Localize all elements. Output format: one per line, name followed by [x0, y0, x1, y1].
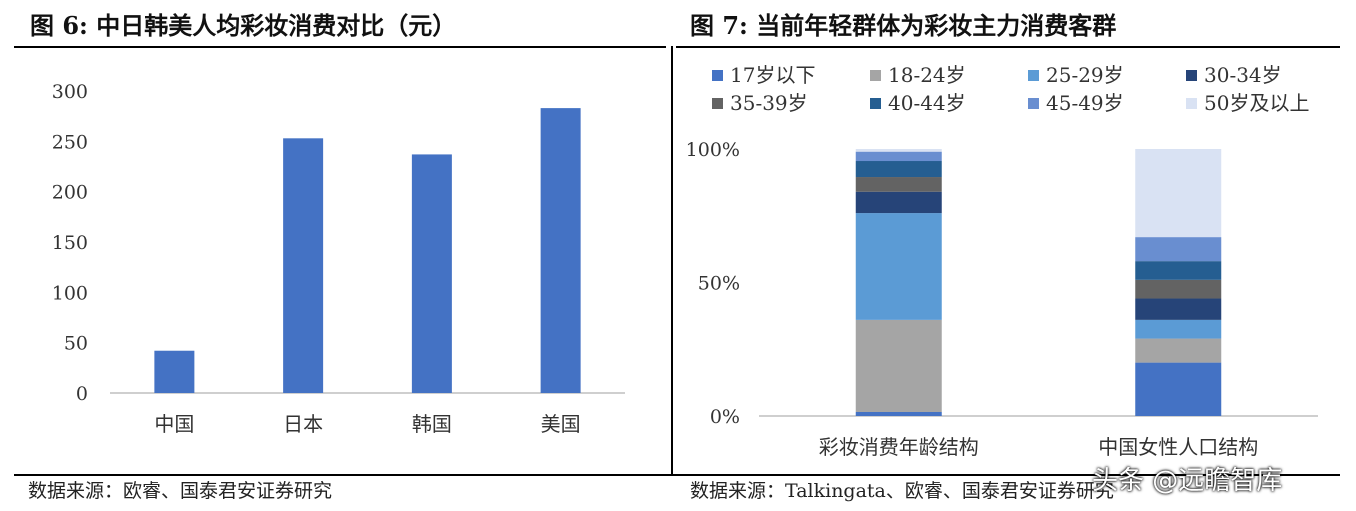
y-tick-label: 0 [76, 383, 88, 405]
panel-divider [671, 46, 673, 476]
stack-segment-1 [1135, 362, 1222, 416]
stack-segment-2 [855, 319, 942, 412]
stack-segment-6 [1135, 261, 1222, 280]
legend-swatch [1028, 98, 1039, 109]
legend-label: 25-29岁 [1046, 63, 1124, 87]
stack-segment-4 [1135, 298, 1222, 320]
right-stacked-bar-chart: 17岁以下 18-24岁 25-29岁 30-34岁 35-39岁 40-44岁 45-49… [686, 63, 1318, 459]
x-category-label: 彩妆消费年龄结构 [819, 435, 979, 459]
y-tick-label: 150 [52, 232, 88, 254]
stack-segment-5 [855, 177, 942, 192]
left-source-note: 数据来源：欧睿、国泰君安证券研究 [28, 480, 333, 502]
y-tick-label: 100% [686, 139, 740, 161]
y-tick-label: 200 [52, 182, 88, 204]
legend-label: 17岁以下 [730, 63, 815, 87]
stack-segment-4 [855, 191, 942, 214]
watermark: 头条 @远瞻智库 [1092, 466, 1283, 496]
legend-swatch [712, 70, 723, 81]
stack-segment-3 [855, 213, 942, 320]
y-tick-label: 100 [52, 282, 88, 304]
x-category-label: 韩国 [412, 412, 452, 436]
right-source-note: 数据来源：Talkingata、欧睿、国泰君安证券研究 [690, 480, 1114, 502]
x-category-label: 美国 [541, 412, 581, 436]
bar-2 [283, 138, 324, 393]
stack-segment-7 [1135, 237, 1222, 262]
legend-swatch [712, 98, 723, 109]
y-tick-label: 0% [710, 406, 740, 428]
legend-label: 50岁及以上 [1204, 91, 1309, 115]
legend-label: 30-34岁 [1204, 63, 1282, 87]
bar-3 [411, 154, 452, 393]
y-tick-label: 300 [52, 81, 88, 103]
legend-swatch [870, 98, 881, 109]
right-top-rule [676, 46, 1340, 48]
y-tick-label: 50 [64, 333, 88, 355]
y-tick-label: 250 [52, 131, 88, 153]
x-category-label: 中国 [154, 412, 194, 436]
left-chart-title: 图 6: 中日韩美人均彩妆消费对比（元） [30, 11, 457, 40]
legend-swatch [870, 70, 881, 81]
stack-segment-7 [855, 151, 942, 162]
right-chart-title: 图 7: 当前年轻群体为彩妆主力消费客群 [690, 11, 1117, 40]
bottom-rule [14, 474, 1340, 476]
bar-1 [154, 350, 195, 393]
x-category-label: 日本 [283, 412, 323, 436]
legend-label: 35-39岁 [730, 91, 808, 115]
stack-segment-1 [855, 411, 942, 416]
legend-swatch [1186, 70, 1197, 81]
left-top-rule [14, 46, 666, 48]
stack-segment-2 [1135, 338, 1222, 363]
legend-swatch [1186, 98, 1197, 109]
stack-segment-8 [1135, 149, 1222, 238]
stack-segment-6 [855, 161, 942, 178]
x-category-label: 中国女性人口结构 [1098, 435, 1258, 459]
legend-label: 18-24岁 [888, 63, 966, 87]
legend-swatch [1028, 70, 1039, 81]
y-tick-label: 50% [698, 273, 740, 295]
legend-label: 45-49岁 [1046, 91, 1124, 115]
stack-segment-8 [855, 149, 942, 152]
stack-segment-3 [1135, 319, 1222, 339]
stack-segment-5 [1135, 279, 1222, 299]
left-bar-chart: 0 50 100 150 200 250 300 中国 日本 韩国 美国 [52, 81, 625, 436]
legend-label: 40-44岁 [888, 91, 966, 115]
bar-4 [540, 108, 581, 393]
